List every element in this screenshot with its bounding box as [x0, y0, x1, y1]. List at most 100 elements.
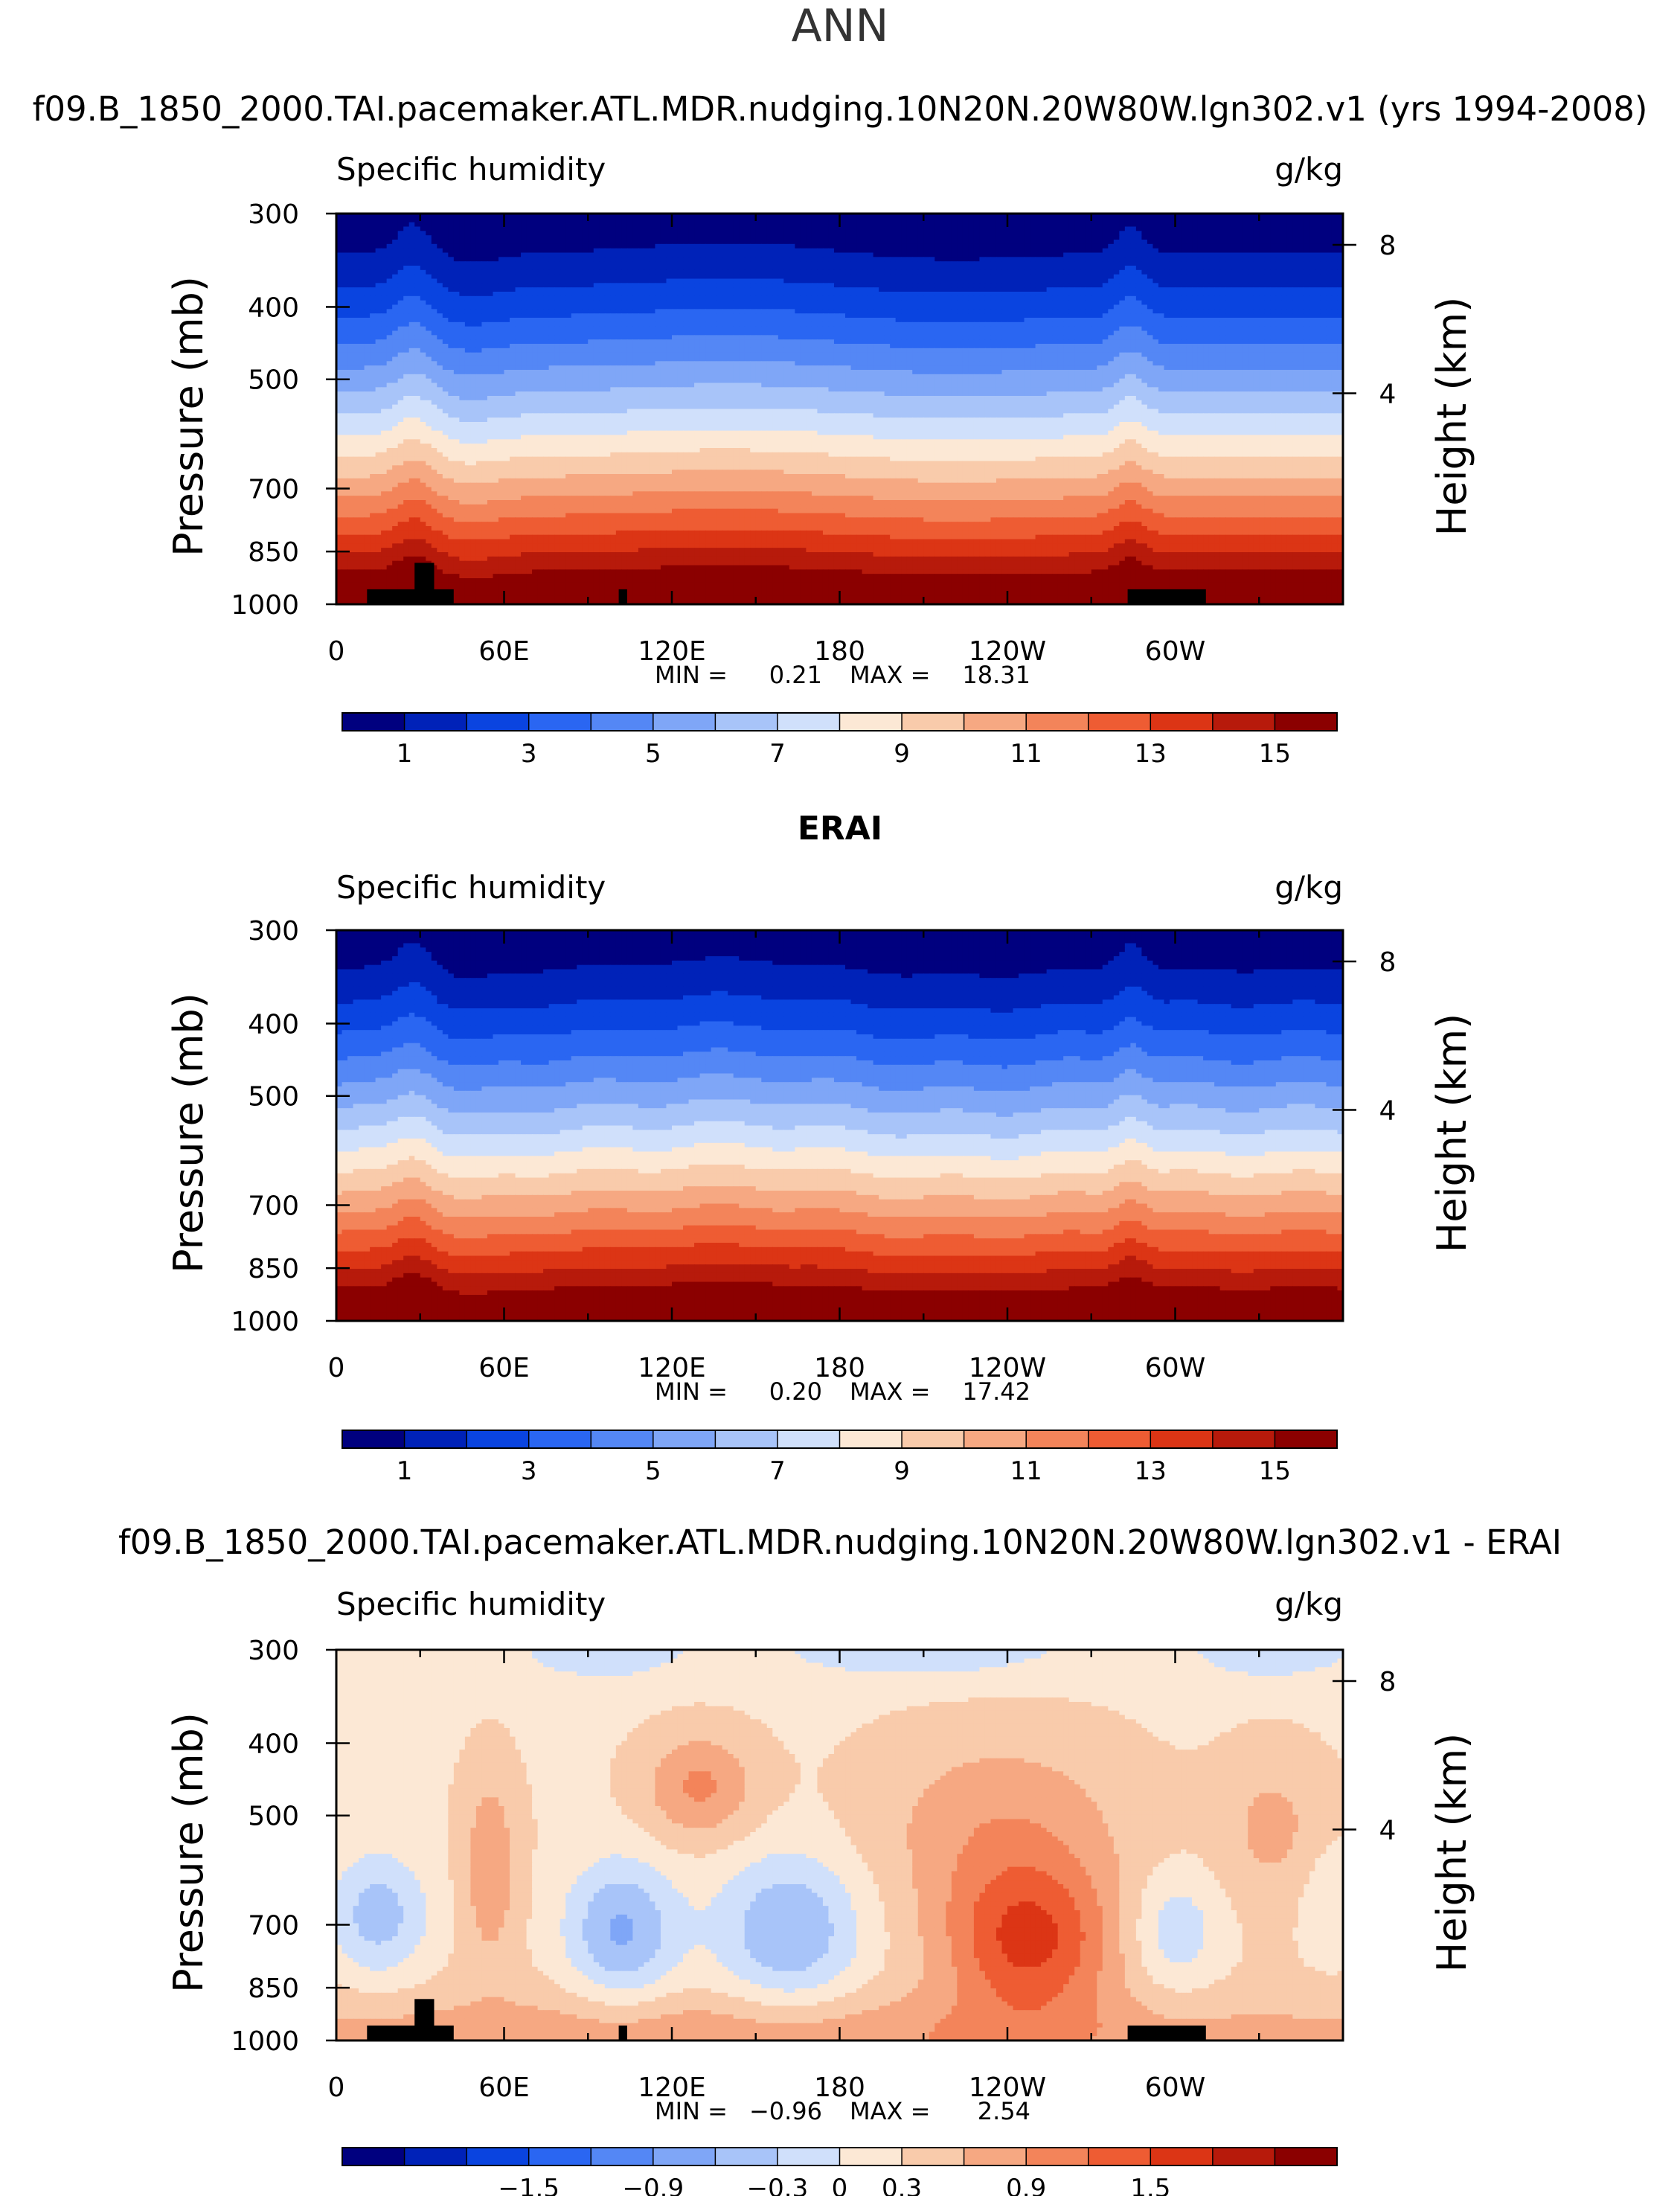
heatmap-cell — [856, 274, 863, 280]
heatmap-cell — [800, 217, 807, 223]
heatmap-cell — [660, 257, 667, 262]
heatmap-cell — [929, 309, 935, 314]
heatmap-cell — [431, 235, 437, 240]
heatmap-cell — [448, 217, 455, 223]
heatmap-cell — [1169, 248, 1176, 254]
heatmap-cell — [1147, 309, 1154, 314]
heatmap-cell — [1275, 235, 1282, 240]
heatmap-cell — [772, 326, 779, 332]
heatmap-cell — [543, 313, 550, 318]
heatmap-cell — [543, 217, 550, 223]
heatmap-cell — [660, 330, 667, 336]
heatmap-cell — [672, 214, 679, 219]
heatmap-cell — [917, 274, 924, 280]
heatmap-cell — [862, 304, 868, 310]
heatmap-cell — [364, 292, 371, 297]
heatmap-cell — [660, 240, 667, 245]
heatmap-cell — [1181, 309, 1187, 314]
heatmap-cell — [1208, 274, 1215, 280]
heatmap-cell — [604, 214, 611, 219]
heatmap-cell — [464, 330, 471, 336]
heatmap-cell — [599, 313, 606, 318]
heatmap-cell — [1158, 252, 1165, 257]
heatmap-cell — [1231, 321, 1237, 327]
heatmap-cell — [868, 313, 874, 318]
heatmap-cell — [370, 300, 376, 306]
heatmap-cell — [1097, 295, 1103, 301]
heatmap-cell — [755, 240, 762, 245]
heatmap-cell — [1141, 326, 1148, 332]
heatmap-cell — [1197, 235, 1204, 240]
heatmap-cell — [951, 214, 958, 219]
heatmap-cell — [1052, 231, 1059, 236]
heatmap-cell — [632, 274, 639, 280]
heatmap-cell — [795, 222, 801, 228]
heatmap-cell — [705, 283, 712, 288]
heatmap-cell — [1225, 240, 1232, 245]
heatmap-cell — [1248, 321, 1254, 327]
heatmap-cell — [1024, 330, 1030, 336]
heatmap-cell — [934, 257, 941, 262]
heatmap-cell — [426, 217, 432, 223]
heatmap-cell — [901, 235, 908, 240]
heatmap-cell — [381, 243, 388, 249]
heatmap-cell — [766, 326, 773, 332]
heatmap-cell — [1097, 269, 1103, 275]
heatmap-cell — [957, 217, 964, 223]
heatmap-cell — [906, 313, 913, 318]
heatmap-cell — [481, 313, 488, 318]
heatmap-cell — [397, 278, 404, 284]
heatmap-cell — [761, 278, 768, 284]
heatmap-cell — [990, 318, 997, 323]
heatmap-cell — [408, 321, 415, 327]
heatmap-cell — [1315, 214, 1321, 219]
heatmap-cell — [1331, 226, 1338, 231]
heatmap-cell — [1086, 295, 1092, 301]
heatmap-cell — [1063, 313, 1070, 318]
heatmap-cell — [688, 217, 695, 223]
heatmap-cell — [711, 326, 717, 332]
heatmap-cell — [504, 222, 510, 228]
heatmap-cell — [632, 231, 639, 236]
heatmap-cell — [1281, 222, 1288, 228]
heatmap-cell — [783, 226, 790, 231]
heatmap-cell — [554, 300, 561, 306]
heatmap-cell — [626, 222, 633, 228]
heatmap-cell — [946, 326, 952, 332]
heatmap-cell — [370, 295, 376, 301]
heatmap-cell — [795, 300, 801, 306]
heatmap-cell — [1264, 283, 1271, 288]
heatmap-cell — [1097, 287, 1103, 292]
heatmap-cell — [1259, 266, 1266, 271]
heatmap-cell — [487, 248, 494, 254]
heatmap-cell — [996, 266, 1003, 271]
heatmap-cell — [1063, 304, 1070, 310]
heatmap-cell — [644, 266, 650, 271]
heatmap-cell — [392, 217, 399, 223]
heatmap-cell — [1052, 214, 1059, 219]
heatmap-cell — [1124, 261, 1131, 266]
heatmap-cell — [1091, 321, 1097, 327]
heatmap-cell — [772, 240, 779, 245]
heatmap-cell — [565, 214, 572, 219]
heatmap-cell — [448, 240, 455, 245]
heatmap-cell — [1208, 214, 1215, 219]
heatmap-cell — [470, 300, 477, 306]
heatmap-cell — [1130, 243, 1137, 249]
heatmap-cell — [370, 235, 376, 240]
heatmap-cell — [688, 304, 695, 310]
heatmap-cell — [588, 330, 594, 336]
heatmap-cell — [990, 330, 997, 336]
heatmap-cell — [1219, 266, 1226, 271]
heatmap-cell — [649, 326, 656, 332]
heatmap-cell — [626, 278, 633, 284]
heatmap-cell — [806, 222, 812, 228]
heatmap-cell — [739, 248, 746, 254]
heatmap-cell — [403, 283, 410, 288]
heatmap-cell — [481, 321, 488, 327]
heatmap-cell — [906, 235, 913, 240]
heatmap-cell — [1186, 257, 1193, 262]
heatmap-cell — [1309, 278, 1316, 284]
heatmap-cell — [711, 214, 717, 219]
heatmap-cell — [347, 287, 354, 292]
